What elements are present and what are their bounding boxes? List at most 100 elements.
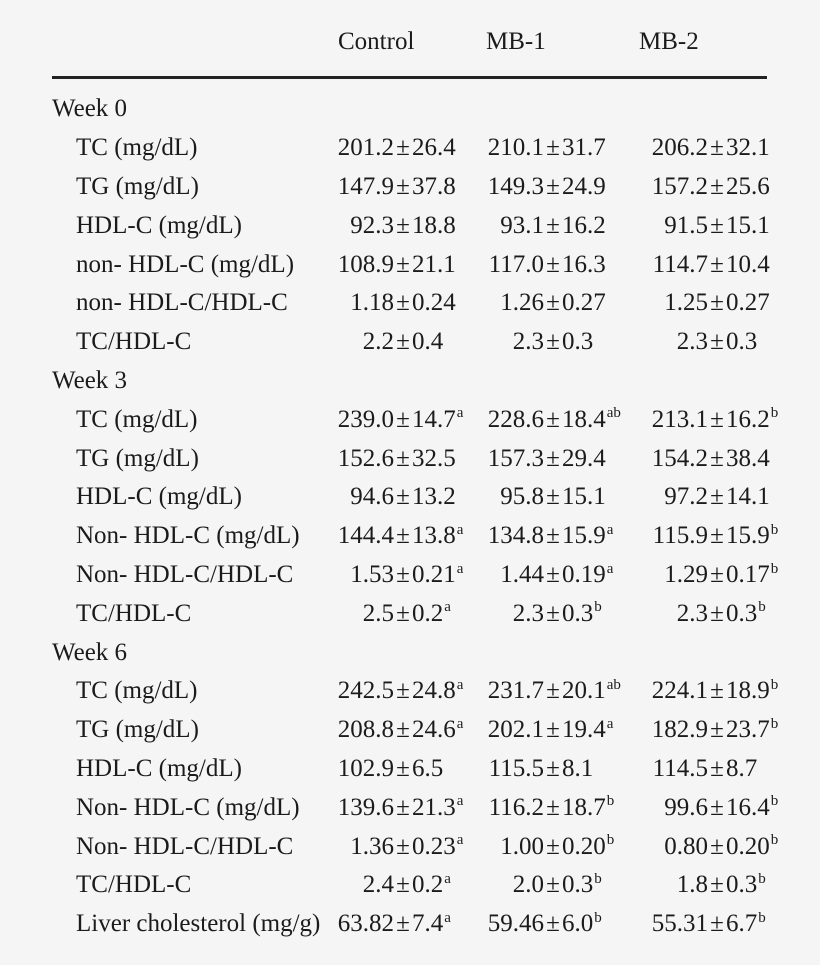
measurement-value: 224.1 ±18.9b	[637, 677, 820, 705]
error-value: 0.3b	[562, 871, 602, 899]
error-value: 16.2b	[726, 405, 779, 433]
plus-minus-sign: ±	[396, 211, 410, 239]
value-cell: 149.3 ±24.9	[480, 173, 637, 201]
table-row: HDL-C (mg/dL) 102.9 ±6.5 115.5 ±8.1 114.5 ±8.7	[0, 750, 820, 789]
plus-minus-sign: ±	[546, 211, 560, 239]
value-cell: 1.00 ±0.20b	[480, 833, 637, 861]
table-body: Week 0 TC (mg/dL) 201.2 ±26.4 210.1 ±31.7 206.…	[0, 90, 820, 944]
error-value: 18.4ab	[562, 405, 621, 433]
value-cell: 139.6 ±21.3a	[330, 794, 480, 822]
plus-minus-sign: ±	[546, 405, 560, 433]
measurement-value: 115.5 ±8.1	[480, 755, 637, 783]
row-label: HDL-C (mg/dL)	[76, 211, 242, 239]
value-cell: 59.46 ±6.0b	[480, 910, 637, 938]
mean-value: 1.53	[350, 560, 394, 588]
measurement-value: 91.5 ±15.1	[637, 212, 820, 240]
mean-value: 213.1	[651, 405, 708, 433]
value-cell: 102.9 ±6.5	[330, 755, 480, 783]
plus-minus-sign: ±	[710, 754, 724, 782]
measurement-value: 2.0 ±0.3b	[480, 871, 637, 899]
mean-value: 59.46	[487, 910, 544, 938]
plus-minus-sign: ±	[396, 444, 410, 472]
significance-superscript: b	[770, 793, 779, 810]
value-cell: 157.3 ±29.4	[480, 445, 637, 473]
plus-minus-sign: ±	[546, 716, 560, 744]
error-value: 21.1	[412, 250, 456, 278]
mean-value: 55.31	[651, 910, 708, 938]
error-value: 15.9b	[726, 521, 779, 550]
mean-value: 182.9	[651, 716, 708, 744]
measurement-value: 115.9 ±15.9b	[637, 522, 820, 550]
plus-minus-sign: ±	[710, 172, 724, 200]
significance-superscript: a	[456, 677, 464, 694]
column-header-control: Control	[338, 28, 415, 55]
value-cell: 2.0 ±0.3b	[480, 871, 637, 899]
row-label: non- HDL-C (mg/dL)	[76, 250, 295, 278]
measurement-value: 213.1 ±16.2b	[637, 406, 820, 434]
error-value: 32.5	[412, 444, 456, 472]
value-cell: 1.44 ±0.19a	[480, 561, 637, 589]
value-cell: 1.29 ±0.17b	[637, 561, 820, 589]
measurement-value: 59.46 ±6.0b	[480, 910, 637, 938]
error-value: 24.6a	[412, 715, 464, 744]
error-value: 0.27	[726, 289, 770, 317]
error-value: 31.7	[562, 134, 606, 162]
plus-minus-sign: ±	[546, 134, 560, 162]
value-cell: 154.2 ±38.4	[637, 445, 820, 473]
measurement-value: 94.6 ±13.2	[330, 483, 480, 511]
value-cell: 202.1 ±19.4a	[480, 716, 637, 744]
measurement-value: 144.4 ±13.8a	[330, 522, 480, 550]
measurement-value: 55.31 ±6.7b	[637, 910, 820, 938]
measurement-value: 239.0 ±14.7a	[330, 406, 480, 434]
value-cell: 213.1 ±16.2b	[637, 406, 820, 434]
measurement-value: 134.8 ±15.9a	[480, 522, 637, 550]
value-cell: 2.3 ±0.3	[480, 328, 637, 356]
error-value: 0.2a	[412, 599, 451, 627]
table-row: Non- HDL-C (mg/dL) 144.4 ±13.8a 134.8 ±15.9a…	[0, 517, 820, 556]
table-row: HDL-C (mg/dL) 94.6 ±13.2 95.8 ±15.1 97.2 ±14.1	[0, 478, 820, 517]
plus-minus-sign: ±	[396, 289, 410, 317]
significance-superscript: b	[606, 832, 615, 849]
section-row: Week 3	[0, 362, 820, 401]
measurement-value: 97.2 ±14.1	[637, 483, 820, 511]
plus-minus-sign: ±	[710, 910, 724, 938]
measurement-value: 202.1 ±19.4a	[480, 716, 637, 744]
value-cell: 1.25 ±0.27	[637, 289, 820, 317]
mean-value: 2.2	[362, 328, 394, 356]
row-label: HDL-C (mg/dL)	[76, 483, 242, 511]
measurement-value: 147.9 ±37.8	[330, 173, 480, 201]
mean-value: 149.3	[487, 172, 544, 200]
error-value: 18.7b	[562, 793, 615, 821]
table-row: Non- HDL-C/HDL-C 1.36 ±0.23a 1.00 ±0.20b 0.80…	[0, 827, 820, 866]
column-header-mb2: MB-2	[639, 28, 699, 55]
mean-value: 2.3	[676, 328, 708, 356]
mean-value: 92.3	[350, 211, 394, 239]
value-cell: 182.9 ±23.7b	[637, 716, 820, 744]
value-cell: 239.0 ±14.7a	[330, 406, 480, 434]
significance-superscript: b	[770, 677, 779, 694]
error-value: 7.4a	[412, 909, 451, 938]
significance-superscript: b	[594, 909, 602, 926]
mean-value: 2.3	[512, 328, 544, 356]
plus-minus-sign: ±	[546, 599, 560, 627]
measurement-value: 2.5 ±0.2a	[330, 600, 480, 628]
table-row: TC/HDL-C 2.4 ±0.2a 2.0 ±0.3b 1.8 ±0.3b	[0, 866, 820, 905]
plus-minus-sign: ±	[396, 328, 410, 356]
error-value: 24.9	[562, 172, 606, 200]
mean-value: 2.5	[362, 599, 394, 627]
table-row: TG (mg/dL) 147.9 ±37.8 149.3 ±24.9 157.2 ±25.6	[0, 168, 820, 207]
error-value: 15.9a	[562, 521, 614, 550]
significance-superscript: b	[770, 715, 779, 732]
plus-minus-sign: ±	[396, 716, 410, 744]
significance-superscript: a	[456, 832, 464, 849]
value-cell: 93.1 ±16.2	[480, 212, 637, 240]
table-header-row: Control MB-1 MB-2	[0, 0, 820, 64]
mean-value: 116.2	[488, 793, 544, 821]
value-cell: 92.3 ±18.8	[330, 212, 480, 240]
plus-minus-sign: ±	[710, 677, 724, 705]
plus-minus-sign: ±	[546, 250, 560, 278]
plus-minus-sign: ±	[710, 560, 724, 588]
table-row: HDL-C (mg/dL) 92.3 ±18.8 93.1 ±16.2 91.5 ±15.1	[0, 206, 820, 245]
mean-value: 0.80	[664, 832, 708, 860]
plus-minus-sign: ±	[396, 250, 410, 278]
